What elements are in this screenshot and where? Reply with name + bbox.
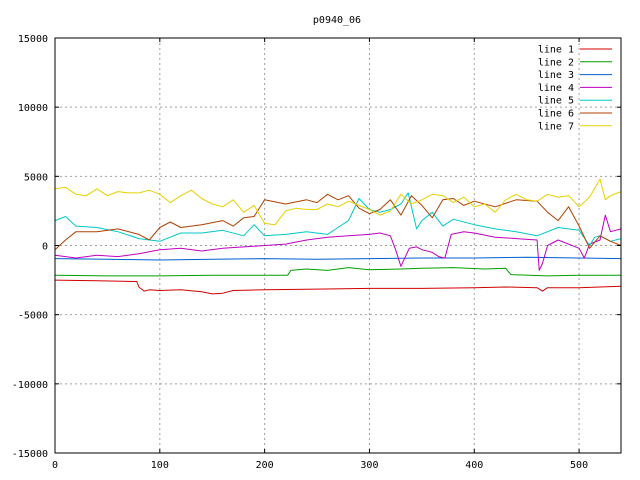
y-tick-label: 5000 xyxy=(24,172,48,183)
x-tick-label: 0 xyxy=(52,460,58,471)
legend-label: line 1 xyxy=(538,45,574,56)
axis-ticks: 0 100 200 300 400 500 -15000 -10000 -5000 0 5000 10… xyxy=(12,34,621,471)
series-line-line-3 xyxy=(54,256,622,261)
y-tick-label: -5000 xyxy=(18,311,48,322)
x-tick-label: 500 xyxy=(570,460,588,471)
legend-label: line 6 xyxy=(538,109,574,120)
x-tick-label: 100 xyxy=(151,460,169,471)
series-lines xyxy=(54,178,622,295)
series-line-line-2 xyxy=(54,267,621,277)
series-line-line-1 xyxy=(54,279,622,295)
y-tick-label: 0 xyxy=(42,242,48,253)
series-line-line-7 xyxy=(54,178,622,226)
x-tick-label: 300 xyxy=(360,460,378,471)
legend-label: line 5 xyxy=(538,96,574,107)
legend-label: line 4 xyxy=(538,83,574,94)
x-tick-label: 400 xyxy=(465,460,483,471)
y-tick-label: 15000 xyxy=(18,34,48,45)
series-line-line-5 xyxy=(54,192,622,246)
y-tick-label: -15000 xyxy=(12,449,48,460)
legend-label: line 2 xyxy=(538,57,574,68)
y-tick-label: 10000 xyxy=(18,103,48,114)
grid-lines xyxy=(55,38,621,453)
y-tick-label: -10000 xyxy=(12,380,48,391)
series-line-line-6 xyxy=(54,193,622,251)
series-line-line-4 xyxy=(54,214,622,271)
legend-label: line 3 xyxy=(538,70,574,81)
chart-title: p0940_06 xyxy=(313,15,361,26)
legend-label: line 7 xyxy=(538,121,574,132)
x-tick-label: 200 xyxy=(256,460,274,471)
